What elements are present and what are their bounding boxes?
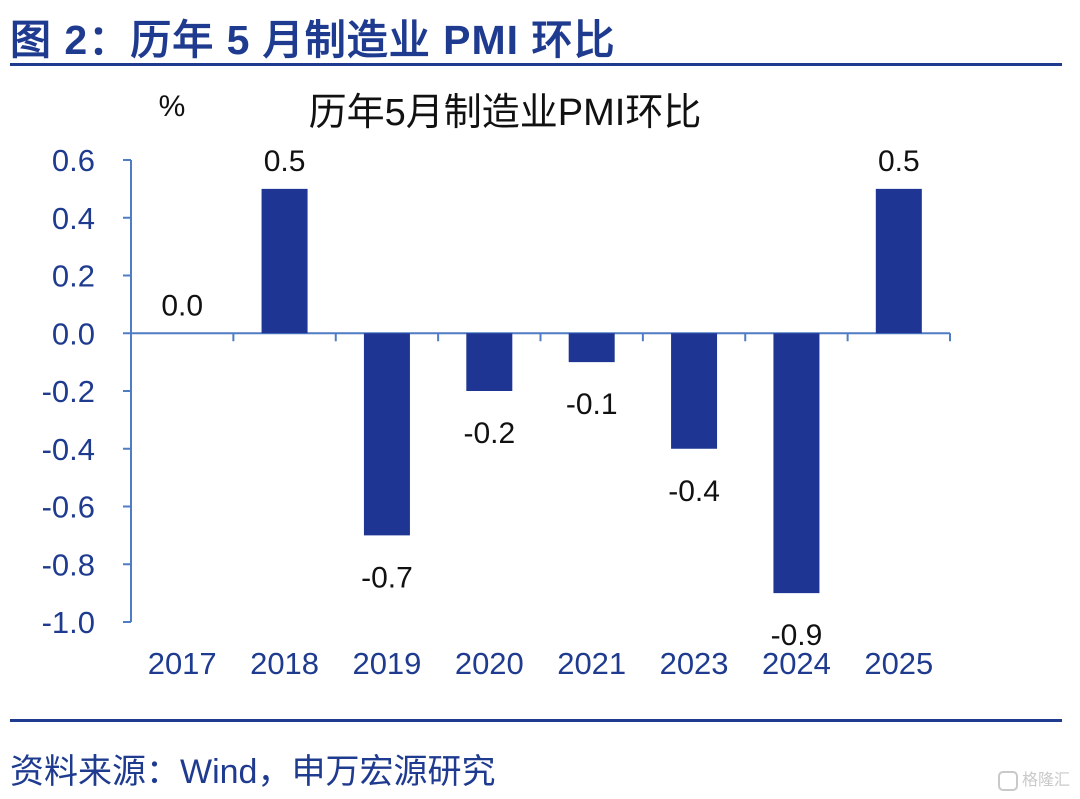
- watermark-logo-icon: [997, 771, 1018, 791]
- bottom-divider: [10, 719, 1062, 722]
- data-label-2021: -0.1: [566, 388, 618, 421]
- y-axis-unit-label: %: [159, 90, 186, 123]
- x-axis: [130, 332, 951, 342]
- data-label-2024: -0.9: [771, 619, 823, 652]
- y-tick-label: 0.2: [52, 259, 95, 294]
- x-tick-label-2021: 2021: [557, 646, 626, 681]
- x-tick-label-2018: 2018: [250, 646, 319, 681]
- y-tick-label: -0.6: [42, 490, 95, 525]
- y-tick-label: 0.4: [52, 201, 95, 236]
- x-tick-label-2017: 2017: [148, 646, 217, 681]
- figure-title: 图 2：历年 5 月制造业 PMI 环比: [10, 17, 616, 63]
- data-labels: 0.0 0.5 -0.7 -0.2 -0.1 -0.4 -0.9 0.5: [161, 145, 919, 652]
- y-axis: [123, 159, 132, 623]
- x-tick-label-2019: 2019: [352, 646, 421, 681]
- watermark: 格隆汇: [997, 766, 1070, 791]
- bar-2023: [671, 333, 718, 449]
- data-label-2023: -0.4: [668, 475, 720, 508]
- chart-title: 历年5月制造业PMI环比: [309, 92, 702, 134]
- x-tick-label-2024: 2024: [762, 646, 831, 681]
- x-tick-label-2020: 2020: [455, 646, 524, 681]
- y-tick-label: 0.0: [52, 316, 95, 351]
- data-label-2020: -0.2: [463, 417, 515, 450]
- bar-series: [261, 188, 922, 594]
- data-label-2019: -0.7: [361, 561, 413, 594]
- watermark-text: 格隆汇: [1021, 772, 1070, 790]
- y-tick-label: -0.8: [42, 547, 95, 582]
- bar-2020: [466, 333, 513, 391]
- data-label-2025: 0.5: [878, 145, 920, 178]
- x-tick-label-2023: 2023: [660, 646, 729, 681]
- y-tick-label: -0.2: [42, 374, 95, 409]
- y-tick-label: -1.0: [42, 605, 95, 640]
- bar-2025: [875, 188, 922, 334]
- y-tick-label: -0.4: [42, 432, 95, 467]
- bar-2024: [773, 333, 820, 594]
- x-tick-labels: 2017 2018 2019 2020 2021 2023 2024 2025: [148, 646, 934, 681]
- bar-2021: [568, 333, 615, 363]
- source-note: 资料来源：Wind，申万宏源研究: [10, 753, 496, 791]
- bar-2018: [261, 188, 308, 334]
- y-tick-labels: 0.6 0.4 0.2 0.0 -0.2 -0.4 -0.6 -0.8 -1.0: [42, 143, 95, 640]
- data-label-2017: 0.0: [161, 289, 203, 322]
- bar-chart: 历年5月制造业PMI环比 % 0.0 0.5 -0.7 -0.2 -0.1 -0.4 -0.…: [42, 90, 951, 681]
- data-label-2018: 0.5: [264, 145, 306, 178]
- bar-2019: [363, 333, 410, 536]
- top-divider: [10, 63, 1062, 66]
- x-tick-label-2025: 2025: [864, 646, 933, 681]
- y-tick-label: 0.6: [52, 143, 95, 178]
